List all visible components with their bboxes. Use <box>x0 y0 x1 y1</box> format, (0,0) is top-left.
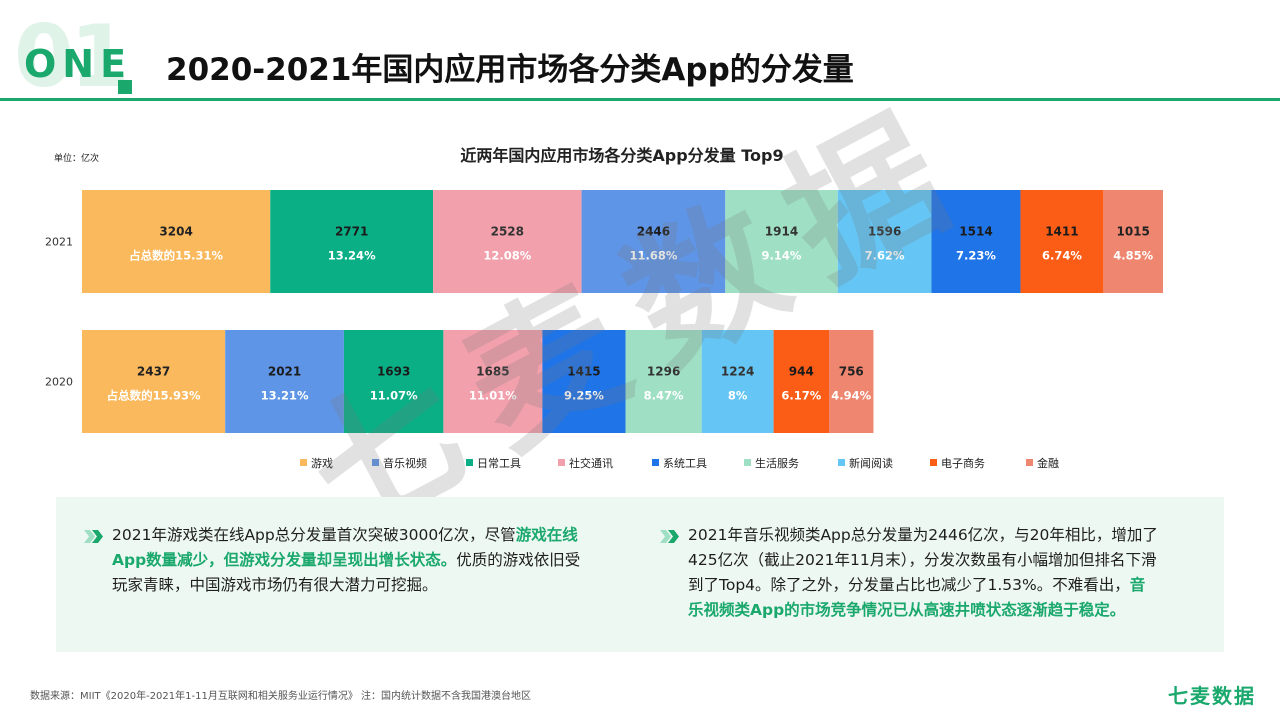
bar-value-label: 756 <box>839 365 864 379</box>
bar-share-label: 4.85% <box>1113 249 1153 263</box>
bar-segment <box>270 190 434 293</box>
bar-value-label: 2771 <box>335 225 368 239</box>
legend-swatch <box>652 459 659 466</box>
bar-value-label: 1015 <box>1116 225 1149 239</box>
bar-share-label: 占总数的15.31% <box>129 249 223 263</box>
legend-label: 日常工具 <box>477 457 521 470</box>
insight-games-text-end: 优质的游戏依旧受玩家青睐，中国游戏市场仍有很大潜力可挖掘。 <box>112 551 581 594</box>
bar-share-label: 12.08% <box>483 249 531 263</box>
legend-label: 生活服务 <box>755 456 799 470</box>
legend-swatch <box>838 459 845 466</box>
legend-swatch <box>300 459 307 466</box>
bar-share-label: 11.07% <box>370 389 418 403</box>
bar-segment <box>443 330 543 433</box>
brand-logo-text: 七麦数据 <box>1168 684 1256 708</box>
legend-swatch <box>466 459 473 466</box>
insights-panel: 2021年游戏类在线App总分发量首次突破3000亿次，尽管游戏在线App数量减… <box>56 497 1224 652</box>
bar-segment <box>343 330 444 433</box>
bar-segment <box>581 190 726 293</box>
bar-segment <box>82 330 226 433</box>
bar-share-label: 11.68% <box>629 249 677 263</box>
bar-segment <box>225 330 344 433</box>
legend-swatch <box>1026 459 1033 466</box>
insight-music-highlight: 音乐视频类App的市场竞争情况已从高速井喷状态逐渐趋于稳定。 <box>688 576 1146 619</box>
chart-title: 近两年国内应用市场各分类App分发量 Top9 <box>460 146 783 165</box>
insight-music-video: 2021年音乐视频类App总分发量为2446亿次，与20年相比，增加了425亿次… <box>688 523 1158 623</box>
year-label: 2020 <box>45 376 73 389</box>
bar-value-label: 1415 <box>567 365 600 379</box>
bar-segment <box>1020 190 1104 293</box>
legend-swatch <box>372 459 379 466</box>
bar-share-label: 9.14% <box>762 249 802 263</box>
bar-segment <box>773 330 830 433</box>
bar-value-label: 1514 <box>959 225 992 239</box>
legend-label: 游戏 <box>311 457 333 470</box>
bar-share-label: 占总数的15.93% <box>107 389 201 403</box>
arrow-bullet-icon <box>660 530 679 543</box>
legend-label: 金融 <box>1037 456 1059 470</box>
bar-segment <box>625 330 702 433</box>
bar-value-label: 1693 <box>377 365 410 379</box>
page-header: 01 ONE 2020-2021年国内应用市场各分类App的分发量 <box>0 0 1280 102</box>
legend-label: 系统工具 <box>663 457 707 470</box>
bar-value-label: 2021 <box>268 365 301 379</box>
bar-value-label: 1411 <box>1045 225 1078 239</box>
insight-games-highlight: 游戏在线App数量减少，但游戏分发量却呈现出增长状态。 <box>112 526 578 569</box>
bar-share-label: 6.74% <box>1042 249 1082 263</box>
bar-share-label: 11.01% <box>469 389 517 403</box>
legend-label: 电子商务 <box>941 456 985 470</box>
bar-share-label: 6.17% <box>781 389 821 403</box>
bar-value-label: 1914 <box>765 225 798 239</box>
bar-segment <box>542 330 626 433</box>
header-divider <box>0 98 1280 101</box>
bar-value-label: 1296 <box>647 365 680 379</box>
bar-value-label: 2528 <box>491 225 524 239</box>
bar-share-label: 9.25% <box>564 389 604 403</box>
bar-value-label: 3204 <box>159 225 192 239</box>
insight-music-text: 2021年音乐视频类App总分发量为2446亿次，与20年相比，增加了425亿次… <box>688 526 1158 594</box>
bar-value-label: 1685 <box>476 365 509 379</box>
bar-value-label: 2446 <box>637 225 670 239</box>
legend-label: 音乐视频 <box>383 456 427 470</box>
bar-share-label: 4.94% <box>831 389 871 403</box>
year-label: 2021 <box>45 236 73 249</box>
bar-value-label: 1224 <box>721 365 754 379</box>
bar-share-label: 7.62% <box>865 249 905 263</box>
bar-segment <box>829 330 874 433</box>
bar-value-label: 944 <box>789 365 814 379</box>
unit-label: 单位：亿次 <box>54 152 99 164</box>
legend-label: 新闻阅读 <box>849 456 893 470</box>
bar-share-label: 13.21% <box>261 389 309 403</box>
bar-value-label: 1596 <box>868 225 901 239</box>
insight-games: 2021年游戏类在线App总分发量首次突破3000亿次，尽管游戏在线App数量减… <box>112 523 582 598</box>
section-label: ONE <box>24 42 133 86</box>
bar-segment <box>433 190 582 293</box>
bar-segment <box>701 330 774 433</box>
bar-segment <box>931 190 1021 293</box>
bar-value-label: 2437 <box>137 365 170 379</box>
section-accent-square <box>118 80 132 94</box>
arrow-bullet-icon <box>84 530 103 543</box>
bar-segment <box>1103 190 1163 293</box>
legend-swatch <box>930 459 937 466</box>
bar-segment <box>725 190 838 293</box>
bar-segment <box>837 190 932 293</box>
bar-share-label: 8.47% <box>644 389 684 403</box>
legend-swatch <box>744 459 751 466</box>
legend-swatch <box>558 459 565 466</box>
bar-segment <box>82 190 271 293</box>
page-title: 2020-2021年国内应用市场各分类App的分发量 <box>166 52 854 88</box>
section-number: 01 <box>14 7 130 107</box>
legend-label: 社交通讯 <box>569 456 613 470</box>
data-source-note: 数据来源：MIIT《2020年-2021年1-11月互联网和相关服务业运行情况》… <box>30 691 532 702</box>
stacked-bar-chart: 近两年国内应用市场各分类App分发量 Top9 单位：亿次 2021 3204 占总数的… <box>0 130 1280 490</box>
bar-share-label: 7.23% <box>956 249 996 263</box>
bar-share-label: 13.24% <box>328 249 376 263</box>
insight-games-text: 2021年游戏类在线App总分发量首次突破3000亿次，尽管 <box>112 526 516 544</box>
chart-canvas: 近两年国内应用市场各分类App分发量 Top9 单位：亿次 2021 3204 占总数的… <box>45 146 1163 470</box>
bar-share-label: 8% <box>728 389 748 403</box>
